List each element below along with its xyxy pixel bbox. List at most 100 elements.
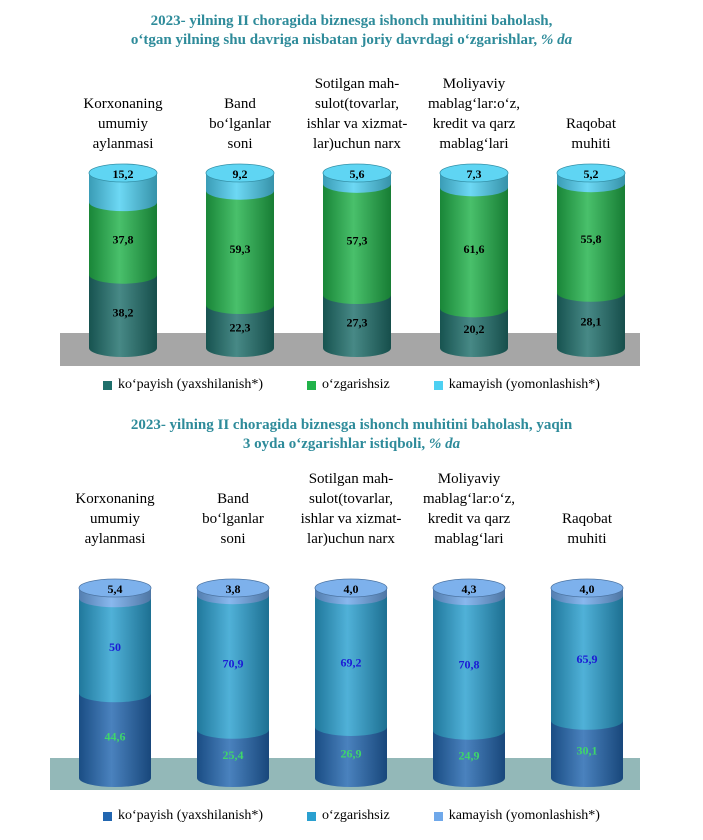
data-label: 70,8	[459, 657, 480, 671]
category-label: bo‘lganlar	[209, 116, 271, 132]
legend-item: o‘zgarishsiz	[307, 377, 390, 393]
legend-swatch	[307, 380, 317, 390]
chart2-cylinder-2: 26,9 69,2 4,0	[314, 578, 388, 787]
bar-segment-0	[79, 693, 151, 778]
bar-segment-0-bottom	[315, 769, 387, 787]
bar-segment-0-bottom	[557, 339, 625, 357]
legend-label: ko‘payish (yaxshilanish*)	[118, 808, 264, 823]
chart2-cylinder-0: 44,6 50 5,4	[78, 578, 152, 787]
data-label: 38,2	[113, 305, 134, 319]
data-label: 65,9	[577, 652, 598, 666]
chart1-legend: ko‘payish (yaxshilanish*) o‘zgarishsiz kam…	[0, 377, 703, 393]
data-label: 22,3	[230, 321, 251, 335]
data-label: 70,9	[223, 657, 244, 671]
data-label: 3,8	[226, 582, 241, 596]
legend-item: kamayish (yomonlashish*)	[433, 808, 600, 824]
legend-label: o‘zgarishsiz	[322, 377, 390, 392]
cylinder-top-cap	[432, 578, 506, 598]
category-label: ishlar va xizmat-	[301, 511, 402, 527]
category-label: mablag‘lari	[439, 136, 508, 152]
chart1-cylinder-4: 28,1 55,8 5,2	[556, 163, 626, 357]
data-label: 4,0	[580, 582, 595, 596]
category-label: Sotilgan mah-	[309, 471, 394, 487]
category-label: Raqobat	[566, 116, 617, 132]
data-label: 5,2	[584, 167, 599, 181]
category-label: soni	[220, 531, 245, 547]
cylinder-top-cap	[314, 578, 388, 598]
bar-segment-1	[79, 598, 151, 694]
bar-segment-1	[433, 596, 505, 731]
bar-segment-1	[197, 595, 269, 730]
cylinder-top-cap	[556, 163, 626, 183]
chart2-legend: ko‘payish (yaxshilanish*) o‘zgarishsiz kam…	[0, 808, 703, 824]
chart1-title-unit: % da	[540, 32, 573, 48]
bar-segment-1-bottom	[433, 721, 505, 740]
legend-item: ko‘payish (yaxshilanish*)	[103, 808, 263, 824]
legend-label: kamayish (yomonlashish*)	[448, 377, 600, 392]
data-label: 37,8	[113, 232, 134, 246]
legend-swatch	[433, 380, 443, 390]
legend-swatch	[103, 811, 113, 821]
category-label: mablag‘lari	[434, 531, 503, 547]
data-label: 57,3	[347, 233, 368, 247]
bar-segment-2-bottom	[440, 178, 508, 197]
category-label: aylanmasi	[85, 531, 146, 547]
data-label: 30,1	[577, 743, 598, 757]
cylinder-top-cap	[78, 578, 152, 598]
cylinder-top-cap	[550, 578, 624, 598]
data-label: 25,4	[223, 748, 244, 762]
category-label: soni	[227, 136, 252, 152]
bar-segment-1-bottom	[79, 684, 151, 703]
data-label: 59,3	[230, 242, 251, 256]
category-label: sulot(tovarlar,	[315, 96, 399, 112]
bar-segment-0-bottom	[440, 339, 508, 357]
data-label: 28,1	[581, 314, 602, 328]
bar-segment-1-bottom	[197, 720, 269, 739]
cylinder-top-cap	[88, 163, 158, 183]
data-label: 4,3	[462, 582, 477, 596]
data-label: 61,6	[464, 242, 485, 256]
category-label: sulot(tovarlar,	[309, 491, 393, 507]
chart1-cylinder-1: 22,3 59,3 9,2	[205, 163, 275, 357]
data-label: 27,3	[347, 316, 368, 330]
bar-segment-0-bottom	[206, 339, 274, 357]
cylinder-top-cap	[196, 578, 270, 598]
chart1-plot: 38,2 37,8 15,2 Korxonaning umumiy aylanmasi 22…	[60, 76, 640, 366]
bar-segment-0	[557, 292, 625, 348]
category-label: muhiti	[571, 136, 610, 152]
data-label: 69,2	[341, 655, 362, 669]
category-label: lar)uchun narx	[307, 531, 395, 547]
bar-segment-1-bottom	[206, 296, 274, 315]
bar-segment-0-bottom	[89, 339, 157, 357]
chart1-cylinder-0: 38,2 37,8 15,2	[88, 163, 158, 357]
category-label: muhiti	[567, 531, 606, 547]
cylinder-top-cap	[205, 163, 275, 183]
chart2-title-unit: % da	[428, 436, 461, 452]
data-label: 44,6	[105, 730, 126, 744]
bar-segment-1	[557, 183, 625, 293]
data-label: 55,8	[581, 232, 602, 246]
bar-segment-1	[440, 187, 508, 309]
bar-segment-1	[315, 595, 387, 727]
category-label: umumiy	[90, 511, 141, 527]
category-label: Band	[224, 96, 256, 112]
data-label: 50	[109, 640, 121, 654]
chart1-title: 2023- yilning II choragida biznesga isho…	[0, 12, 703, 50]
category-label: kredit va qarz	[433, 116, 516, 132]
category-label: Band	[217, 491, 249, 507]
cylinder-top-cap	[439, 163, 509, 183]
data-label: 24,9	[459, 748, 480, 762]
category-label: Sotilgan mah-	[315, 76, 400, 92]
data-label: 15,2	[113, 167, 134, 181]
category-label: lar)uchun narx	[313, 136, 401, 152]
legend-swatch	[103, 380, 113, 390]
chart2-title-line1: 2023- yilning II choragida biznesga isho…	[130, 417, 573, 433]
bar-segment-1	[551, 595, 623, 721]
bar-segment-0-bottom	[433, 769, 505, 787]
chart2-title-line2: 3 oyda o‘zgarishlar istiqboli,	[242, 436, 426, 452]
bar-segment-1	[323, 183, 391, 296]
legend-swatch	[433, 811, 443, 821]
bar-segment-0	[551, 720, 623, 778]
legend-item: kamayish (yomonlashish*)	[433, 377, 600, 393]
chart1-title-line1: 2023- yilning II choragida biznesga isho…	[150, 13, 553, 29]
